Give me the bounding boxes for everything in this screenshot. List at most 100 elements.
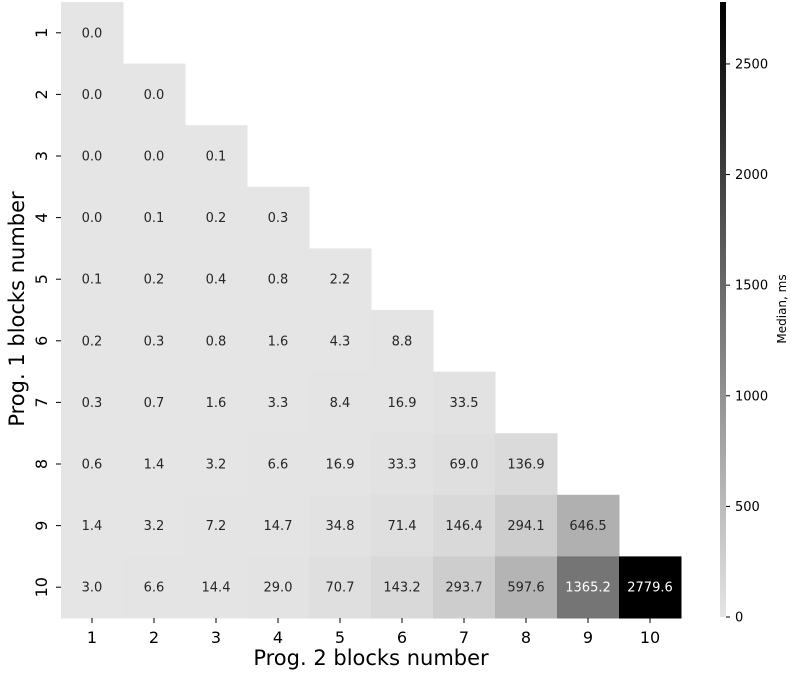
colorbar-tick-label: 500 <box>735 500 760 515</box>
colorbar-tick-label: 1000 <box>735 389 768 404</box>
colorbar-tick-label: 1500 <box>735 279 768 294</box>
heatmap-cell <box>123 433 186 496</box>
y-tick-label: 5 <box>32 274 51 284</box>
cell-value-label: 0.8 <box>206 334 227 349</box>
x-axis-label: Prog. 2 blocks number <box>253 646 489 670</box>
heatmap-cell <box>247 248 310 311</box>
heatmap-cell <box>123 371 186 434</box>
cell-value-label: 6.6 <box>268 458 289 473</box>
y-tick-label: 10 <box>32 577 51 597</box>
heatmap-cell <box>123 125 186 188</box>
heatmap-cell <box>309 556 372 619</box>
heatmap-cell <box>185 433 248 496</box>
heatmap-cell <box>123 248 186 311</box>
y-tick-label: 8 <box>32 459 51 469</box>
heatmap-cell <box>61 63 124 126</box>
heatmap-cell <box>61 186 124 249</box>
heatmap-cell <box>371 310 434 373</box>
x-tick-label: 5 <box>335 628 345 647</box>
cell-value-label: 293.7 <box>445 581 482 596</box>
y-tick-label: 6 <box>32 336 51 346</box>
cell-value-label: 2779.6 <box>627 581 673 596</box>
cell-value-label: 0.2 <box>144 273 165 288</box>
cell-value-label: 0.8 <box>268 273 289 288</box>
heatmap-cell <box>185 494 248 557</box>
cell-value-label: 6.6 <box>144 581 165 596</box>
cell-value-label: 1.6 <box>268 334 289 349</box>
colorbar-tick-label: 2000 <box>735 168 768 183</box>
cell-value-label: 0.0 <box>82 26 103 41</box>
heatmap-cell <box>61 125 124 188</box>
cell-value-label: 3.2 <box>206 458 227 473</box>
cell-value-label: 3.3 <box>268 396 289 411</box>
heatmap-cell <box>61 310 124 373</box>
x-tick-label: 9 <box>583 628 593 647</box>
x-tick-label: 10 <box>640 628 660 647</box>
cell-value-label: 1.4 <box>144 458 165 473</box>
heatmap-cell <box>185 186 248 249</box>
heatmap-cell <box>185 125 248 188</box>
heatmap-cell <box>495 433 558 496</box>
cell-value-label: 0.0 <box>82 88 103 103</box>
y-tick-label: 3 <box>32 151 51 161</box>
heatmap-cell <box>495 556 558 619</box>
cell-value-label: 34.8 <box>326 519 355 534</box>
heatmap-cell <box>185 556 248 619</box>
cell-value-label: 0.1 <box>144 211 165 226</box>
cell-value-label: 0.6 <box>82 458 103 473</box>
cell-value-label: 1365.2 <box>565 581 611 596</box>
cell-value-label: 0.2 <box>82 334 103 349</box>
colorbar-tick-label: 0 <box>735 611 743 626</box>
cell-value-label: 16.9 <box>326 458 355 473</box>
heatmap-cell <box>247 371 310 434</box>
cell-value-label: 0.0 <box>144 88 165 103</box>
y-tick-label: 9 <box>32 521 51 531</box>
cell-value-label: 646.5 <box>569 519 606 534</box>
cell-value-label: 33.5 <box>450 396 479 411</box>
cell-value-label: 3.0 <box>82 581 103 596</box>
cell-value-label: 597.6 <box>507 581 544 596</box>
cell-value-label: 8.8 <box>392 334 413 349</box>
y-tick-label: 1 <box>32 28 51 38</box>
heatmap-cell <box>371 494 434 557</box>
cell-value-label: 7.2 <box>206 519 227 534</box>
cell-value-label: 0.0 <box>82 211 103 226</box>
cell-value-label: 0.0 <box>82 150 103 165</box>
heatmap-cell <box>123 186 186 249</box>
cell-value-label: 14.4 <box>202 581 231 596</box>
cell-value-label: 0.3 <box>144 334 165 349</box>
colorbar: 0 500 1000 1500 2000 2500 <box>720 2 768 626</box>
heatmap-cell <box>247 433 310 496</box>
heatmap-cell <box>61 248 124 311</box>
x-tick-label: 7 <box>459 628 469 647</box>
heatmap-cell <box>557 556 620 619</box>
heatmap-cell <box>247 310 310 373</box>
heatmap-cell <box>247 556 310 619</box>
heatmap-cell <box>371 433 434 496</box>
cell-value-label: 70.7 <box>326 581 355 596</box>
colorbar-tick-label: 2500 <box>735 57 768 72</box>
colorbar-label: Median, ms <box>775 274 789 343</box>
heatmap-cell <box>309 248 372 311</box>
heatmap-cell <box>371 556 434 619</box>
cell-value-label: 2.2 <box>330 273 351 288</box>
x-tick-label: 2 <box>149 628 159 647</box>
heatmap-axes: 1 2 3 4 5 6 7 8 9 10 1 2 3 4 5 6 7 8 9 10 <box>32 28 660 647</box>
heatmap-cell <box>185 310 248 373</box>
y-tick-label: 4 <box>32 213 51 223</box>
heatmap-cell <box>123 556 186 619</box>
cell-value-label: 0.2 <box>206 211 227 226</box>
colorbar-gradient <box>720 2 726 617</box>
heatmap-cell <box>61 433 124 496</box>
cell-value-label: 3.2 <box>144 519 165 534</box>
cell-value-label: 0.0 <box>144 150 165 165</box>
heatmap-cell <box>123 494 186 557</box>
heatmap-cell <box>619 556 682 619</box>
cell-value-label: 16.9 <box>388 396 417 411</box>
cell-value-label: 0.4 <box>206 273 227 288</box>
cell-value-label: 29.0 <box>264 581 293 596</box>
x-tick-label: 1 <box>87 628 97 647</box>
heatmap-cell <box>433 494 496 557</box>
heatmap-cell <box>557 494 620 557</box>
